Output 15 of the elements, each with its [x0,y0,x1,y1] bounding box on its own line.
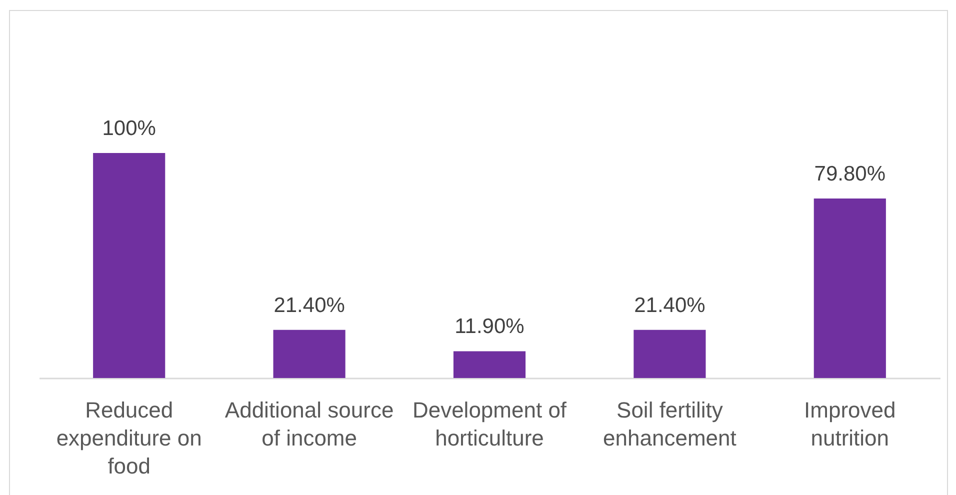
data-label: 21.40% [634,294,706,317]
x-tick-label: Soil fertility enhancement [603,398,736,450]
data-label: 79.80% [814,162,886,186]
bar [273,330,346,378]
x-tick-label: Development of horticulture [412,398,568,450]
x-tick-label: Reduced expenditure on food [56,398,202,478]
data-label: 100% [102,117,156,140]
bar [634,330,706,378]
bar [93,153,166,378]
bar [453,351,526,378]
data-label: 11.90% [454,315,524,338]
data-label: 21.40% [274,294,345,317]
x-tick-label: Improved nutrition [804,398,896,450]
x-tick-label: Additional source of income [224,398,394,450]
bar [814,198,886,378]
